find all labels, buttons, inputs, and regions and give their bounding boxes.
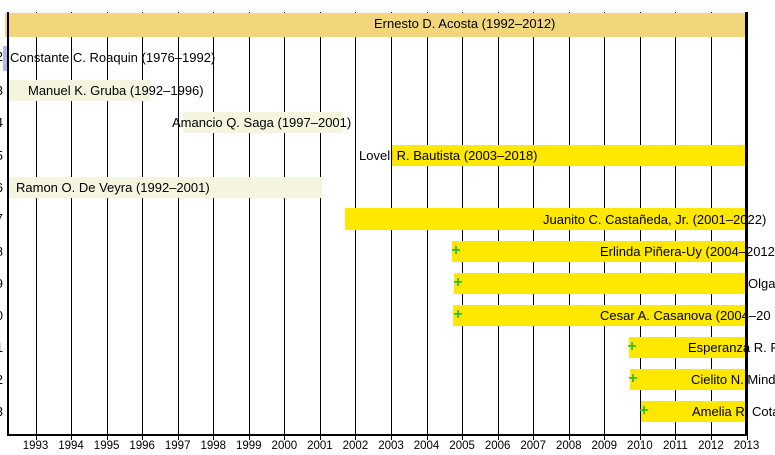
plot-left-border <box>7 12 9 435</box>
y-axis-row-number: 13 <box>0 404 3 419</box>
y-axis-row-number: 12 <box>0 372 3 387</box>
x-axis-year-label: 2000 <box>271 440 298 452</box>
plus-marker-icon: + <box>453 274 463 291</box>
y-axis-row-number: 8 <box>0 244 3 259</box>
bar-label: Erlinda Piñera-Uy (2004–2012 <box>600 244 775 259</box>
plus-marker-icon: + <box>451 242 461 259</box>
x-axis-year-label: 1998 <box>200 440 227 452</box>
x-axis-tick <box>284 435 286 440</box>
year-gridline <box>248 12 250 434</box>
x-axis-tick <box>462 435 464 440</box>
x-axis-tick <box>248 435 250 440</box>
x-axis-year-label: 2005 <box>449 440 475 452</box>
year-gridline <box>106 12 108 434</box>
timeline-bar <box>629 337 746 358</box>
x-axis-year-label: 1996 <box>129 440 155 452</box>
x-axis-tick <box>497 435 499 440</box>
x-axis-year-label: 2001 <box>307 440 333 452</box>
x-axis-year-label: 2002 <box>342 440 369 452</box>
x-axis-year-label: 1993 <box>22 440 49 452</box>
x-axis-year-label: 2010 <box>627 440 653 452</box>
y-axis-row-number: 11 <box>0 340 3 355</box>
bar-label: Cesar A. Casanova (2004–20 <box>600 308 771 323</box>
x-axis-year-label: 2004 <box>413 440 440 452</box>
y-axis-row-number: 7 <box>0 211 3 226</box>
x-axis-tick <box>710 435 712 440</box>
timeline-bar <box>630 369 746 390</box>
timeline-bar <box>7 80 150 101</box>
year-gridline <box>319 12 321 434</box>
x-axis-year-label: 1999 <box>236 440 262 452</box>
x-axis-tick <box>746 435 748 440</box>
x-axis-tick <box>319 435 321 440</box>
x-axis-year-label: 2008 <box>555 440 582 452</box>
bar-label: Olga <box>748 276 775 291</box>
x-axis-year-label: 2009 <box>591 440 618 452</box>
timeline-bar <box>641 401 746 422</box>
x-axis-tick <box>533 435 535 440</box>
timeline-bar <box>3 46 9 71</box>
x-axis-tick <box>355 435 357 440</box>
bar-label: Cielito N. Mind <box>691 372 775 387</box>
timeline-bar <box>392 145 746 166</box>
x-axis-tick <box>604 435 606 440</box>
timeline-bar <box>453 305 746 326</box>
x-axis-year-label: 2007 <box>520 440 546 452</box>
timeline-bar <box>5 13 746 37</box>
x-axis-year-label: 2011 <box>663 440 688 452</box>
year-gridline <box>35 12 37 434</box>
bar-label: Constante C. Roaquin (1976–1992) <box>10 50 216 65</box>
plus-marker-icon: + <box>639 402 649 419</box>
year-gridline <box>71 12 73 434</box>
plus-marker-icon: + <box>453 306 463 323</box>
y-axis-row-number: 9 <box>0 276 3 291</box>
y-axis-row-number: 6 <box>0 180 3 195</box>
plus-marker-icon: + <box>627 338 637 355</box>
timeline-bar <box>345 208 746 230</box>
bar-label: Amelia R. Cota <box>692 404 775 419</box>
timeline-bar <box>454 273 746 294</box>
x-axis-year-label: 1995 <box>93 440 120 452</box>
x-axis-year-label: 2006 <box>484 440 511 452</box>
timeline-bar <box>7 177 322 198</box>
x-axis-tick <box>675 435 677 440</box>
x-axis-tick <box>142 435 144 440</box>
bar-label: Ramon O. De Veyra (1992–2001) <box>16 180 210 195</box>
y-axis-row-number: 2 <box>0 49 3 64</box>
x-axis-tick <box>426 435 428 440</box>
bar-label: Esperanza R. F <box>688 340 775 355</box>
y-axis-row-number: 3 <box>0 83 3 98</box>
x-axis-tick <box>35 435 37 440</box>
y-axis-row-number: 10 <box>0 308 3 323</box>
x-axis-year-label: 1994 <box>58 440 84 452</box>
x-axis-tick <box>106 435 108 440</box>
year-gridline <box>142 12 144 434</box>
x-axis-year-label: 2003 <box>378 440 404 452</box>
bar-label: Juanito C. Castañeda, Jr. (2001–2022) <box>543 212 767 227</box>
bar-label: Amancio Q. Saga (1997–2001) <box>172 115 352 130</box>
bar-label: Lovell R. Bautista (2003–2018) <box>359 148 538 163</box>
plus-marker-icon: + <box>628 370 638 387</box>
y-axis-row-number: 4 <box>0 115 3 130</box>
x-axis-tick <box>391 435 392 440</box>
x-axis-year-label: 1997 <box>164 440 191 452</box>
timeline-bar <box>183 112 343 133</box>
bar-label: Manuel K. Gruba (1992–1996) <box>28 83 204 98</box>
x-axis-year-label: 2012 <box>698 440 724 452</box>
plot-right-border <box>745 12 748 435</box>
year-gridline <box>177 12 179 434</box>
bar-label: Ernesto D. Acosta (1992–2012) <box>374 16 556 31</box>
x-axis-tick <box>177 435 179 440</box>
year-gridline <box>213 12 215 434</box>
x-axis-tick <box>568 435 570 440</box>
x-axis-line <box>7 434 748 436</box>
x-axis-year-label: 2013 <box>733 440 760 452</box>
x-axis-tick <box>639 435 641 440</box>
year-gridline <box>284 12 286 434</box>
x-axis-tick <box>213 435 215 440</box>
timeline-bar <box>452 241 746 262</box>
y-axis-row-number: 5 <box>0 148 3 163</box>
x-axis-tick <box>71 435 73 440</box>
